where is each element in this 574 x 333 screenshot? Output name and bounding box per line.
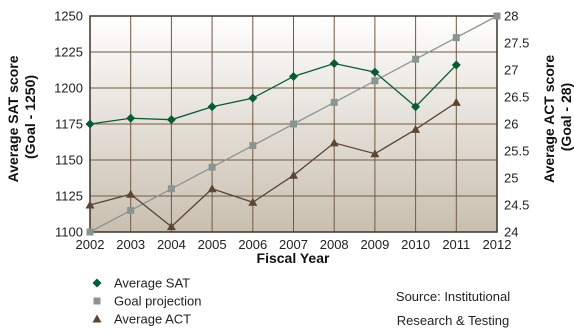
legend-label-goal-projection: Goal projection (114, 294, 201, 309)
x-tick-label: 2006 (238, 237, 267, 252)
y-axis-left-title-line-1: Average SAT score (5, 55, 21, 182)
data-point-average-act (329, 138, 339, 147)
data-point-average-sat (166, 115, 176, 125)
x-tick-label: 2002 (76, 237, 105, 252)
series-line-average-sat (89, 62, 457, 125)
data-point-goal-projection (208, 163, 216, 171)
data-point-goal-projection (127, 206, 135, 214)
x-tick-label: 2009 (360, 237, 389, 252)
data-point-goal-projection (249, 142, 257, 150)
x-tick-label: 2010 (401, 237, 430, 252)
y-right-tick-label: 27 (504, 63, 518, 78)
x-tick-label: 2012 (483, 237, 512, 252)
series-line-average-act (89, 101, 457, 228)
y-axis-left-title: Average SAT score (Goal - 1250) (5, 52, 38, 183)
y-right-tick-label: 28 (504, 9, 518, 24)
series-average-act (85, 97, 461, 231)
data-point-average-act (370, 149, 380, 158)
data-point-goal-projection (493, 12, 501, 20)
data-point-goal-projection (167, 185, 175, 193)
y-left-tick-label: 1250 (54, 9, 83, 24)
data-point-goal-projection (290, 120, 297, 128)
data-point-goal-projection (371, 77, 379, 85)
x-tick-label: 2007 (279, 237, 308, 252)
y-right-tick-label: 24.5 (504, 198, 529, 213)
legend-label-average-act: Average ACT (114, 312, 191, 327)
y-axis-left-title-line-2: (Goal - 1250) (22, 75, 38, 159)
data-point-average-sat (289, 71, 298, 81)
legend-item-goal-projection: Goal projection (93, 294, 201, 309)
legend-item-average-act: Average ACT (92, 312, 191, 327)
data-point-goal-projection (412, 55, 420, 63)
data-point-average-sat (85, 119, 95, 129)
y-left-tick-label: 1175 (55, 117, 83, 132)
data-point-average-act (126, 189, 136, 198)
legend-marker-average-act (92, 314, 102, 323)
x-tick-label: 2011 (442, 237, 470, 252)
data-point-average-sat (248, 93, 258, 103)
data-point-average-sat (126, 113, 136, 123)
data-point-average-sat (370, 67, 380, 77)
source-line-1: Source: Institutional (396, 289, 510, 304)
legend: Average SAT Goal projection Average ACT (92, 276, 201, 327)
x-tick-label: 2005 (198, 237, 227, 252)
y-right-tick-label: 24 (504, 225, 518, 240)
source-line-2: Research & Testing (397, 313, 510, 328)
y-right-tick-label: 25 (504, 171, 518, 186)
data-point-average-sat (451, 60, 461, 70)
y-left-tick-label: 1125 (55, 189, 83, 204)
legend-marker-goal-projection (93, 297, 101, 305)
legend-label-average-sat: Average SAT (114, 276, 190, 291)
x-tick-label: 2008 (320, 237, 349, 252)
data-point-goal-projection (86, 228, 94, 236)
tick-labels: 1100 1125 1150 1175 1200 1225 1250 24 24.5 25 25.5… (54, 9, 529, 253)
series-average-sat (85, 59, 461, 129)
data-point-average-act (85, 200, 95, 209)
y-right-tick-label: 25.5 (504, 144, 529, 159)
data-point-average-act (451, 97, 461, 106)
y-right-tick-label: 26 (504, 117, 518, 132)
y-left-tick-label: 1200 (54, 81, 83, 96)
data-point-average-act (166, 222, 176, 231)
x-tick-label: 2003 (116, 237, 145, 252)
legend-marker-average-sat (92, 278, 102, 288)
data-point-average-sat (329, 59, 339, 69)
x-axis-title: Fiscal Year (257, 250, 330, 266)
data-point-average-act (207, 184, 217, 193)
y-axis-right-title: Average ACT score (Goal - 28) (541, 51, 574, 183)
y-left-tick-label: 1100 (55, 225, 83, 240)
y-axis-right-title-line-2: (Goal - 28) (558, 83, 574, 151)
legend-item-average-sat: Average SAT (92, 276, 190, 291)
y-left-tick-label: 1150 (55, 153, 83, 168)
data-point-goal-projection (330, 98, 338, 106)
data-point-average-sat (411, 102, 421, 112)
y-right-tick-label: 26.5 (504, 90, 529, 105)
data-point-average-act (248, 197, 258, 206)
x-tick-label: 2004 (157, 237, 186, 252)
y-right-tick-label: 27.5 (504, 36, 529, 51)
series-goal-projection (86, 12, 501, 236)
data-point-average-sat (207, 102, 217, 112)
y-left-tick-label: 1225 (54, 45, 83, 60)
data-point-average-act (289, 170, 298, 179)
series-layer (85, 12, 501, 236)
data-point-goal-projection (452, 34, 460, 42)
data-point-average-act (411, 124, 421, 133)
y-axis-right-title-line-1: Average ACT score (541, 55, 557, 183)
